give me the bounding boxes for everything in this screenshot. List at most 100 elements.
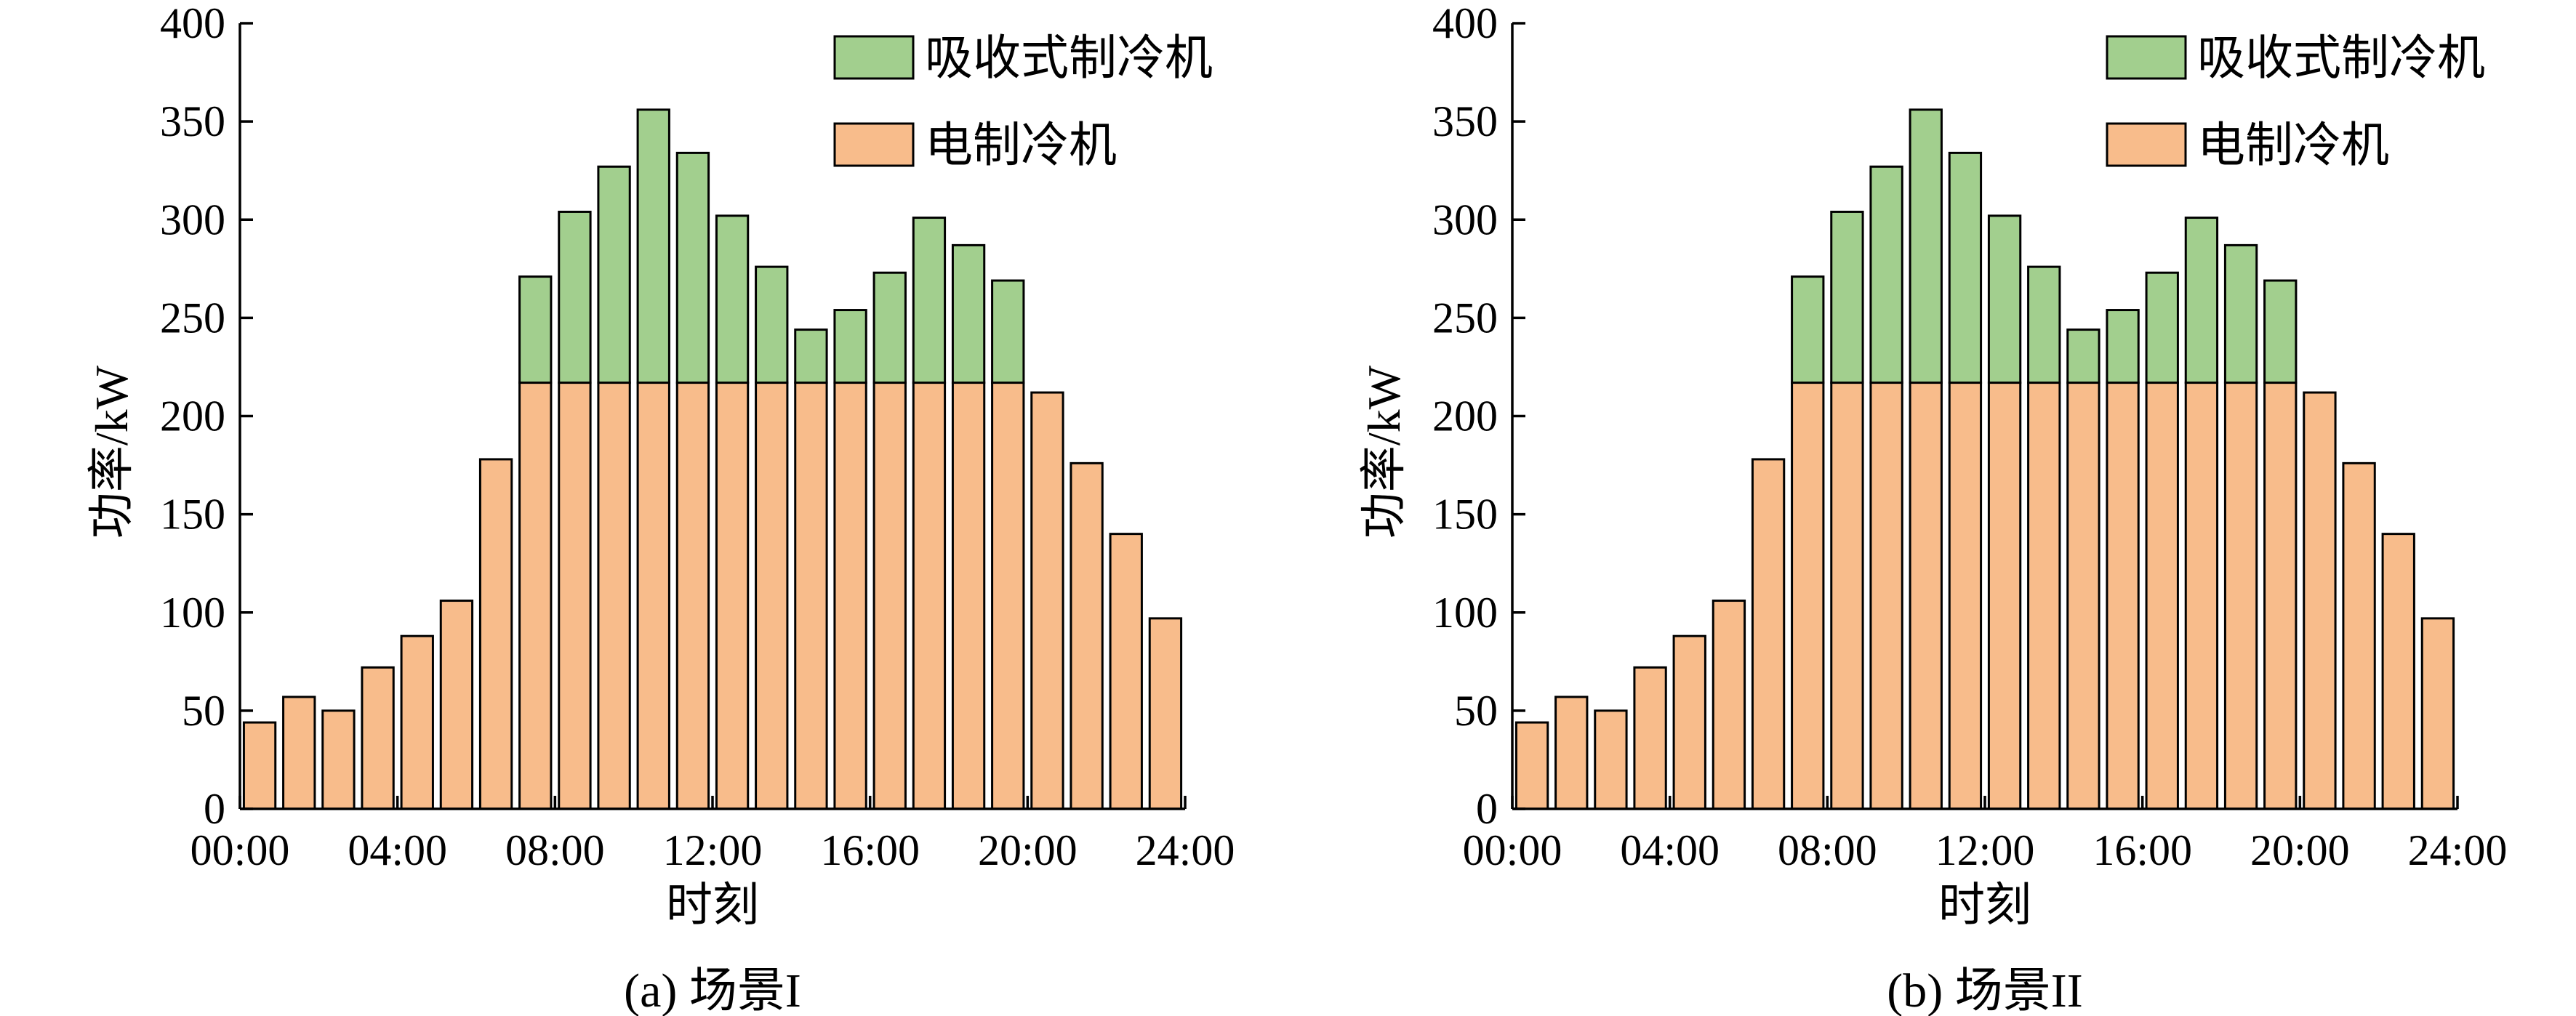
bar-segment-electric	[872, 382, 907, 810]
legend-label: 电制冷机	[2197, 119, 2389, 172]
x-tick-label: 04:00	[348, 826, 447, 874]
y-tick-label: 400	[160, 0, 225, 47]
x-axis-title: 时刻	[1938, 879, 2031, 931]
bar-segment-electric	[518, 382, 553, 810]
bar-segment-absorption	[1869, 165, 1903, 384]
bar-segment-absorption	[2184, 217, 2219, 384]
bar-segment-electric	[1633, 666, 1667, 810]
bar-segment-electric	[1791, 382, 1825, 810]
bar-segment-electric	[282, 696, 316, 810]
x-tick-label: 04:00	[1620, 826, 1720, 874]
bar-segment-electric	[912, 382, 947, 810]
chart-caption: (a) 场景I	[624, 964, 801, 1016]
x-tick-label: 12:00	[1935, 826, 2035, 874]
bar-segment-absorption	[2106, 309, 2140, 384]
bar-segment-electric	[2223, 382, 2258, 810]
x-axis-title: 时刻	[666, 879, 759, 931]
legend-swatch	[2106, 122, 2187, 167]
y-axis-title: 功率/kW	[86, 365, 137, 539]
bar-segment-electric	[1148, 617, 1183, 810]
bar-segment-electric	[2106, 382, 2140, 810]
y-tick-label: 100	[1432, 589, 1498, 637]
bar-segment-absorption	[715, 214, 750, 384]
bar-segment-electric	[400, 634, 434, 810]
bar-segment-electric	[1987, 382, 2022, 810]
bar-segment-electric	[2184, 382, 2219, 810]
y-axis-title: 功率/kW	[1358, 365, 1410, 539]
bar-segment-electric	[951, 382, 986, 810]
bar-segment-electric	[715, 382, 750, 810]
bar-segment-absorption	[597, 165, 631, 384]
bar-segment-absorption	[755, 265, 789, 384]
bar-segment-absorption	[1791, 275, 1825, 384]
bar-segment-electric	[991, 382, 1025, 810]
y-tick-label: 150	[1432, 491, 1498, 539]
y-tick-label: 100	[160, 589, 225, 637]
bar-segment-electric	[1554, 696, 1589, 810]
legend-swatch	[833, 122, 915, 167]
bar-segment-absorption	[636, 108, 670, 384]
bar-segment-electric	[2263, 382, 2298, 810]
bar-segment-electric	[2381, 533, 2415, 810]
bar-segment-electric	[1514, 721, 1549, 810]
y-tick-label: 0	[204, 785, 225, 833]
x-tick-label: 16:00	[2093, 826, 2192, 874]
bar-segment-absorption	[518, 275, 553, 384]
bar-segment-electric	[2303, 391, 2337, 810]
x-tick-label: 00:00	[190, 826, 290, 874]
bar-segment-absorption	[872, 271, 907, 384]
bar-segment-absorption	[2223, 243, 2258, 384]
chart-panel-1: 0 50 100 150 200 250 300 350 400 00:00 04:00 08:00 1…	[86, 0, 1235, 1016]
bar-segment-electric	[478, 458, 513, 810]
bar-segment-absorption	[1830, 210, 1864, 384]
bar-segment-absorption	[794, 328, 828, 384]
x-tick-label: 20:00	[978, 826, 1078, 874]
y-tick-label: 50	[182, 687, 225, 735]
bar-segment-electric	[636, 382, 670, 810]
bar-segment-electric	[1030, 391, 1064, 810]
bar-segment-absorption	[675, 151, 710, 384]
bar-segment-electric	[755, 382, 789, 810]
x-tick-label: 24:00	[1136, 826, 1235, 874]
x-tick-label: 00:00	[1463, 826, 1562, 874]
x-tick-label: 12:00	[663, 826, 763, 874]
legend-label: 吸收式制冷机	[2197, 32, 2485, 85]
x-tick-label: 08:00	[1778, 826, 1877, 874]
y-tick-label: 350	[1432, 97, 1498, 145]
bar-segment-absorption	[833, 309, 867, 384]
bar-segment-absorption	[912, 217, 947, 384]
bar-segment-electric	[439, 600, 474, 810]
y-tick-label: 150	[160, 491, 225, 539]
y-tick-label: 50	[1454, 687, 1498, 735]
bar-segment-absorption	[991, 279, 1025, 384]
bar-segment-absorption	[2027, 265, 2061, 384]
bar-segment-electric	[558, 382, 592, 810]
bar-segment-electric	[833, 382, 867, 810]
bar-segment-absorption	[1987, 214, 2022, 384]
x-tick-label: 16:00	[820, 826, 920, 874]
bar-segment-absorption	[1909, 108, 1943, 384]
y-tick-label: 200	[1432, 392, 1498, 440]
legend-swatch	[2106, 35, 2187, 80]
bar-segment-electric	[1672, 634, 1706, 810]
chart-caption: (b) 场景II	[1887, 964, 2082, 1016]
x-tick-label: 20:00	[2250, 826, 2350, 874]
bar-segment-electric	[1830, 382, 1864, 810]
x-tick-label: 24:00	[2408, 826, 2508, 874]
legend-label: 吸收式制冷机	[925, 32, 1213, 85]
y-tick-label: 300	[1432, 195, 1498, 243]
bar-segment-electric	[1712, 600, 1746, 810]
y-tick-label: 0	[1476, 785, 1498, 833]
bar-segment-electric	[1948, 382, 1983, 810]
bar-segment-electric	[361, 666, 395, 810]
bar-segment-electric	[2145, 382, 2179, 810]
bar-segment-electric	[2027, 382, 2061, 810]
chart-panel-2: 0 50 100 150 200 250 300 350 400 00:00 04:00 08:00 1…	[1358, 0, 2507, 1016]
bar-segment-absorption	[558, 210, 592, 384]
bar-segment-electric	[675, 382, 710, 810]
legend-swatch	[833, 35, 915, 80]
bar-segment-electric	[1109, 533, 1143, 810]
bar-segment-absorption	[2263, 279, 2298, 384]
bar-segment-electric	[2342, 461, 2376, 810]
